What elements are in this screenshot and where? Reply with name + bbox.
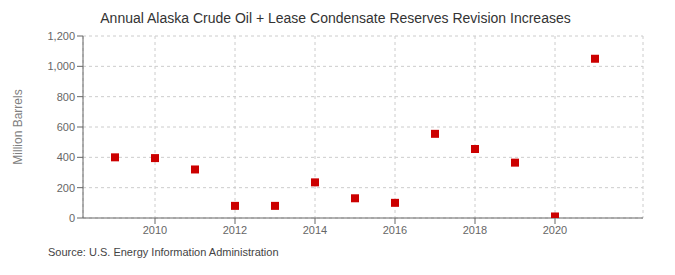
html-text:Source: U.S. Energy Informatio: Source: U.S. Energy Information Administ… xyxy=(48,246,279,258)
svg-text:2020: 2020 xyxy=(543,224,567,236)
svg-text:800: 800 xyxy=(57,91,75,103)
svg-text:1,200: 1,200 xyxy=(47,30,75,42)
svg-text:2014: 2014 xyxy=(303,224,327,236)
html-text:Annual Alaska Crude Oil + Leas: Annual Alaska Crude Oil + Lease Condensa… xyxy=(100,10,571,26)
svg-text:0: 0 xyxy=(69,212,75,224)
svg-text:2012: 2012 xyxy=(223,224,247,236)
svg-text:2018: 2018 xyxy=(463,224,487,236)
svg-text:2016: 2016 xyxy=(383,224,407,236)
svg-text:Million Barrels: Million Barrels xyxy=(11,89,25,164)
svg-text:600: 600 xyxy=(57,121,75,133)
svg-text:2010: 2010 xyxy=(143,224,167,236)
svg-text:1,000: 1,000 xyxy=(47,60,75,72)
svg-text:200: 200 xyxy=(57,182,75,194)
svg-text:400: 400 xyxy=(57,151,75,163)
